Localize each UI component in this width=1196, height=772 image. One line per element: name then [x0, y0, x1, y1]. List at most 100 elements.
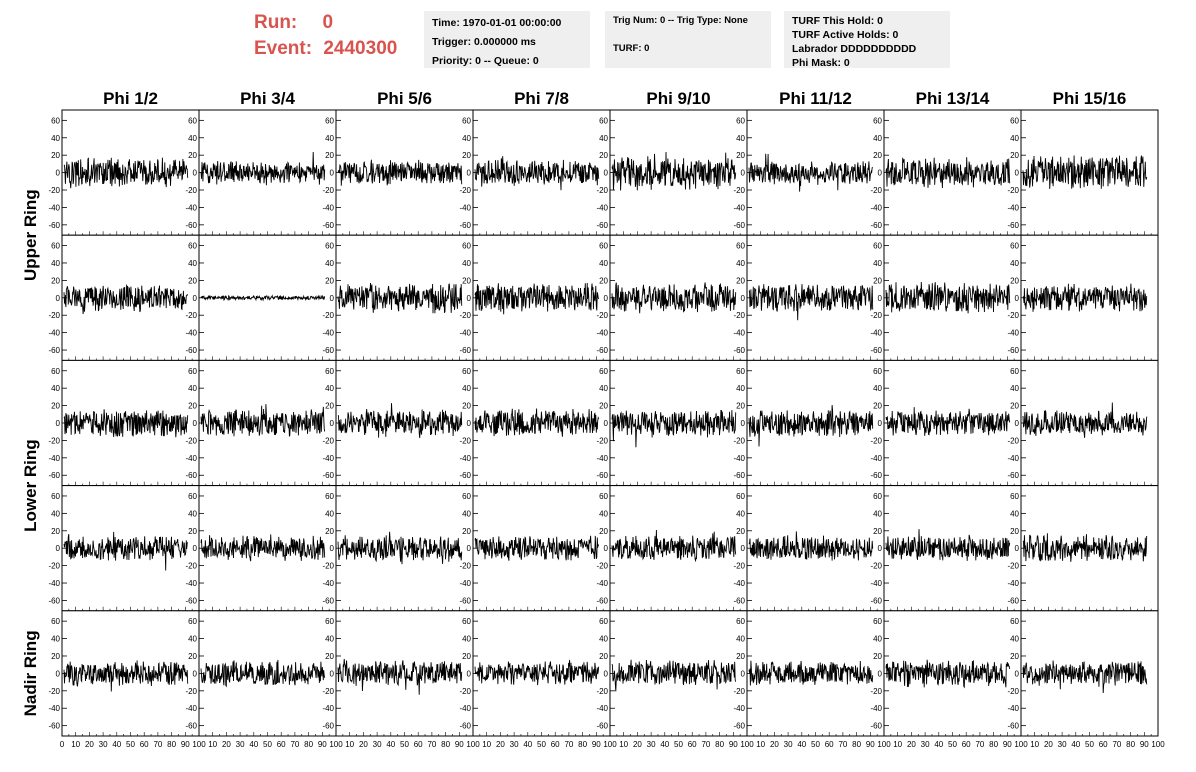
y-tick-label: 40: [462, 134, 471, 143]
x-tick-label: 60: [962, 740, 971, 749]
x-tick-label: 70: [427, 740, 436, 749]
y-tick-label: 60: [51, 492, 60, 501]
waveform-panel: -60 -40 -20 0 20 40 60: [48, 359, 200, 487]
y-tick-label: 40: [599, 134, 608, 143]
y-tick-label: 0: [741, 294, 746, 303]
x-tick-label: 10: [71, 740, 80, 749]
y-tick-label: 60: [1010, 116, 1019, 125]
y-tick-label: 0: [741, 544, 746, 553]
y-tick-label: 60: [736, 617, 745, 626]
y-tick-label: 0: [604, 669, 609, 678]
waveform-trace: [885, 529, 1011, 561]
run-row: Run: 0: [254, 10, 397, 36]
x-tick-label: 30: [236, 740, 245, 749]
column-header: Phi 13/14: [916, 89, 990, 108]
y-tick-label: 20: [462, 276, 471, 285]
x-tick-label: 70: [153, 740, 162, 749]
y-tick-label: -40: [459, 454, 471, 463]
phi-mask-line: Phi Mask: 0: [792, 57, 850, 69]
y-tick-label: 40: [873, 384, 882, 393]
x-tick-label: 100: [1151, 740, 1165, 749]
y-tick-label: 60: [188, 367, 197, 376]
y-tick-label: -20: [596, 311, 608, 320]
waveform-trace: [200, 294, 326, 302]
y-tick-label: 40: [1010, 635, 1019, 644]
y-tick-label: 60: [599, 242, 608, 251]
y-tick-label: -60: [733, 471, 745, 480]
y-tick-label: 0: [1015, 669, 1020, 678]
y-tick-label: 60: [51, 242, 60, 251]
waveform-panel: -60 -40 -20 0 20 40 60: [1007, 109, 1159, 236]
y-tick-label: 20: [462, 151, 471, 160]
y-tick-label: 60: [873, 367, 882, 376]
waveform-panel: -60 -40 -20 0 20 40 60: [1007, 359, 1159, 487]
x-tick-label: 50: [126, 740, 135, 749]
x-tick-label: 60: [1099, 740, 1108, 749]
y-tick-label: 0: [56, 669, 61, 678]
y-tick-label: 20: [1010, 276, 1019, 285]
y-tick-label: 20: [599, 276, 608, 285]
x-tick-label: 10: [619, 740, 628, 749]
y-tick-label: -20: [322, 562, 334, 571]
x-tick-label: 90: [455, 740, 464, 749]
y-tick-label: 40: [51, 635, 60, 644]
column-header: Phi 1/2: [103, 89, 158, 108]
turf-line: TURF: 0: [613, 43, 650, 54]
column-header: Phi 15/16: [1053, 89, 1127, 108]
x-tick-label: 20: [496, 740, 505, 749]
y-tick-label: -40: [733, 704, 745, 713]
y-tick-label: 0: [604, 169, 609, 178]
waveform-trace: [885, 407, 1011, 436]
y-tick-label: 60: [873, 116, 882, 125]
y-tick-label: 20: [1010, 402, 1019, 411]
y-tick-label: 20: [188, 151, 197, 160]
y-tick-label: 0: [56, 169, 61, 178]
y-tick-label: 40: [188, 635, 197, 644]
x-tick-label: 90: [1140, 740, 1149, 749]
y-tick-label: 60: [873, 242, 882, 251]
y-tick-label: 20: [51, 527, 60, 536]
y-tick-label: 40: [736, 509, 745, 518]
y-tick-label: -20: [733, 311, 745, 320]
y-tick-label: -40: [733, 203, 745, 212]
event-row: Event: 2440300: [254, 36, 397, 62]
waveform-panel: -60 -40 -20 0 20 40 60: [459, 359, 611, 487]
x-tick-label: 100: [877, 740, 891, 749]
x-tick-label: 40: [386, 740, 395, 749]
y-tick-label: 20: [736, 402, 745, 411]
x-tick-label: 80: [578, 740, 587, 749]
waveform-panel: -60 -40 -20 0 20 40 60: [1007, 234, 1159, 361]
y-tick-label: -20: [870, 687, 882, 696]
y-tick-label: 60: [736, 242, 745, 251]
y-tick-label: 0: [193, 169, 198, 178]
y-tick-label: -40: [733, 454, 745, 463]
x-tick-label: 20: [85, 740, 94, 749]
waveform-trace: [748, 284, 874, 321]
waveform-panel: -60 -40 -20 0 20 40 60: [322, 485, 474, 612]
y-tick-label: -60: [733, 221, 745, 230]
waveform-panel: -60 -40 -20 0 20 40 60: [596, 485, 748, 612]
x-tick-label: 50: [811, 740, 820, 749]
y-tick-label: 20: [51, 151, 60, 160]
waveform-panel: -60 -40 -20 0 20 40 60: [596, 109, 748, 236]
waveform-panel: -60 -40 -20 0 20 40 60: [322, 109, 474, 236]
y-tick-label: 40: [873, 635, 882, 644]
waveform-trace: [474, 156, 600, 191]
run-value: 0: [322, 12, 334, 33]
y-tick-label: -20: [459, 687, 471, 696]
x-tick-label: 30: [373, 740, 382, 749]
y-tick-label: 60: [325, 617, 334, 626]
y-tick-label: -20: [733, 562, 745, 571]
y-tick-label: 0: [604, 294, 609, 303]
y-tick-label: 20: [51, 652, 60, 661]
waveform-trace: [63, 284, 189, 315]
waveform-panel: -60 -40 -20 0 20 40 60: [459, 610, 611, 737]
y-tick-label: -40: [870, 704, 882, 713]
column-header: Phi 5/6: [377, 89, 432, 108]
trig-info-box: Trig Num: 0 -- Trig Type: None TURF: 0: [605, 11, 771, 68]
x-tick-label: 50: [674, 740, 683, 749]
x-tick-label: 30: [99, 740, 108, 749]
waveform-panel: -60 -40 -20 0 20 40 60: [1007, 610, 1159, 737]
y-tick-label: 40: [325, 509, 334, 518]
